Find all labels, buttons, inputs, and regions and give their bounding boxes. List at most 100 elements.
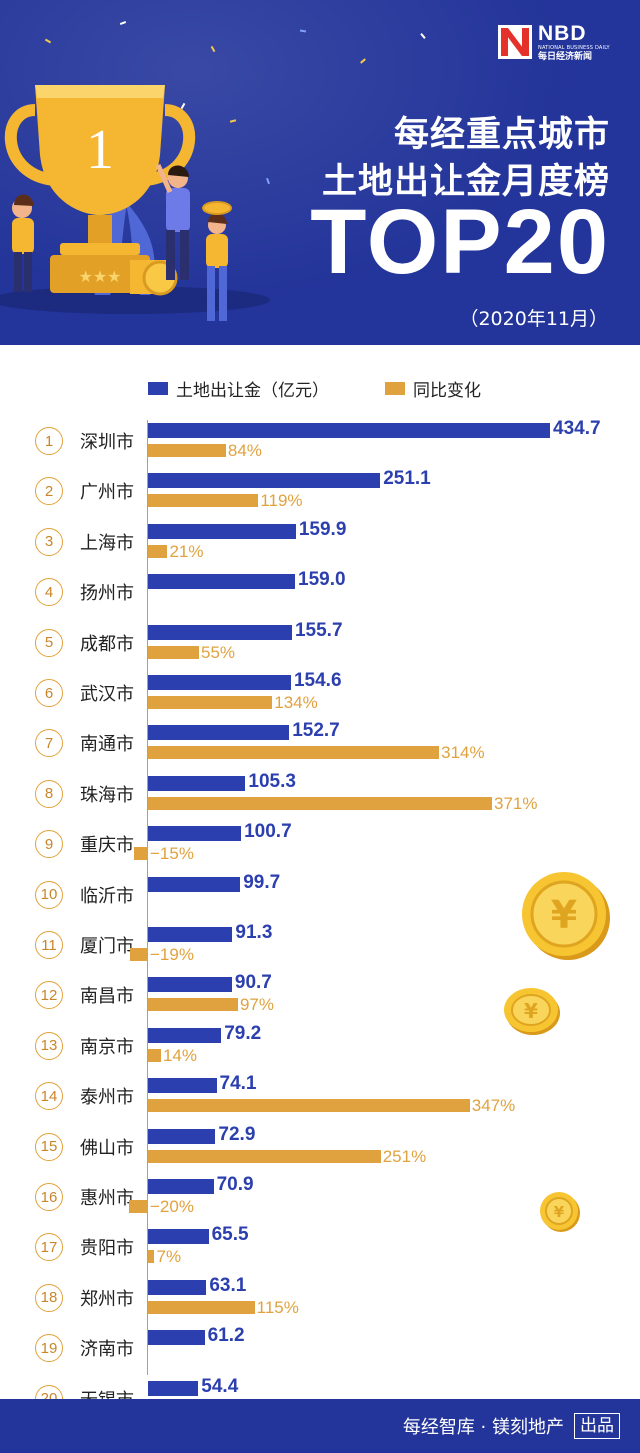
land-bar [148,675,291,690]
land-value-label: 99.7 [243,871,281,893]
city-label: 贵阳市 [80,1238,134,1260]
land-value-label: 65.5 [211,1224,249,1246]
yoy-bar [148,645,199,659]
land-value-label: 54.4 [201,1375,239,1397]
yoy-value-label: 119% [260,491,303,511]
legend-label-yoy: 同比变化 [413,380,481,401]
yoy-bar [148,998,238,1012]
footer-bar: 每经智库 · 镁刻地产 出品 [0,1399,640,1453]
yoy-bar [148,544,168,558]
rank-badge: 7 [35,729,63,758]
yuan-coin-icon: ¥ [522,872,610,960]
logo-en-text: NATIONAL BUSINESS DAILY [538,44,610,51]
yoy-bar [148,1099,470,1113]
land-value-label: 155.7 [294,619,343,641]
nbd-logo: NBD NATIONAL BUSINESS DAILY 每日经济新闻 [498,22,618,62]
land-bar [148,574,296,590]
land-value-label: 434.7 [553,418,601,439]
rank-badge: 6 [35,679,63,707]
svg-text:¥: ¥ [554,1203,565,1221]
nbd-logo-icon [498,25,532,59]
yoy-value-label: 347% [471,1096,516,1116]
yoy-value-label: 134% [274,693,318,712]
city-label: 武汉市 [80,684,134,705]
land-value-label: 79.2 [224,1022,262,1044]
rank-badge: 16 [35,1183,63,1211]
land-bar [148,624,292,640]
yoy-value-label: 97% [239,995,274,1015]
rank-badge: 13 [35,1031,63,1060]
city-label: 珠海市 [80,784,134,806]
land-value-label: 251.1 [383,468,431,490]
svg-text:★★★: ★★★ [78,267,121,286]
rank-badge: 17 [35,1233,63,1262]
land-bar [148,1330,205,1346]
city-label: 泰州市 [80,1087,134,1109]
land-value-label: 63.1 [209,1274,247,1296]
land-bar [148,1128,216,1144]
yoy-value-label: −19% [150,945,194,964]
city-label: 广州市 [80,482,134,504]
land-bar [148,1380,199,1396]
land-value-label: 105.3 [248,770,296,792]
yoy-value-label: 7% [156,1247,182,1267]
rank-badge: 11 [35,931,63,959]
land-bar [148,775,246,791]
rank-badge: 15 [35,1132,63,1161]
city-label: 南昌市 [80,986,134,1008]
title-line-2: 土地出让金月度榜 [321,162,610,202]
rank-badge: 5 [35,628,63,657]
rank-badge: 2 [35,477,63,506]
land-bar [148,1279,207,1295]
rank-badge: 4 [35,578,63,607]
land-value-label: 74.1 [219,1073,257,1095]
city-label: 厦门市 [80,936,134,957]
legend-item-land: 土地出让金（亿元） [148,376,329,401]
rank-badge: 1 [35,427,63,455]
yuan-coin-icon: ¥ [540,1192,580,1232]
svg-text:¥: ¥ [551,893,577,937]
city-label: 佛山市 [80,1137,134,1159]
city-label: 成都市 [80,633,134,655]
yoy-bar [148,696,273,709]
city-label: 上海市 [80,532,134,554]
legend-swatch-yoy [385,381,405,395]
land-value-label: 91.3 [235,922,273,943]
yoy-value-label: −20% [150,1197,194,1216]
yoy-value-label: 314% [441,743,485,763]
svg-text:¥: ¥ [524,999,538,1023]
land-value-label: 159.0 [298,569,346,591]
land-value-label: 72.9 [218,1123,256,1145]
rank-badge: 18 [35,1283,63,1312]
city-label: 郑州市 [80,1288,134,1310]
land-bar [148,1027,222,1043]
city-label: 扬州市 [80,583,134,605]
yoy-bar [148,1300,255,1314]
city-label: 南通市 [80,734,134,756]
yoy-bar [148,796,492,810]
land-bar [148,1179,214,1194]
yoy-value-label: 371% [494,793,538,813]
city-label: 济南市 [80,1339,134,1361]
land-value-label: 100.7 [244,821,292,843]
rank-badge: 8 [35,779,63,808]
yoy-value-label: 115% [256,1297,299,1317]
title-date: （2020年11月） [459,308,608,330]
legend-label-land: 土地出让金（亿元） [176,380,329,401]
title-top20: TOP20 [310,191,610,293]
logo-cn-text: 每日经济新闻 [538,51,593,62]
land-bar [148,977,232,993]
yoy-bar [148,1048,161,1062]
land-value-label: 152.7 [292,720,340,742]
yoy-bar [134,847,148,861]
land-value-label: 61.2 [207,1325,245,1347]
yoy-bar [130,948,148,961]
trophy-illustration: ★★★ 1 [0,85,270,321]
legend-item-yoy: 同比变化 [385,376,481,401]
city-label: 南京市 [80,1036,134,1058]
rank-badge: 9 [35,830,63,859]
yoy-value-label: 251% [382,1146,427,1166]
land-value-label: 70.9 [216,1174,254,1195]
header-banner: NBD NATIONAL BUSINESS DAILY 每日经济新闻 ★★★ 1 [0,0,640,345]
land-bar [148,523,296,539]
